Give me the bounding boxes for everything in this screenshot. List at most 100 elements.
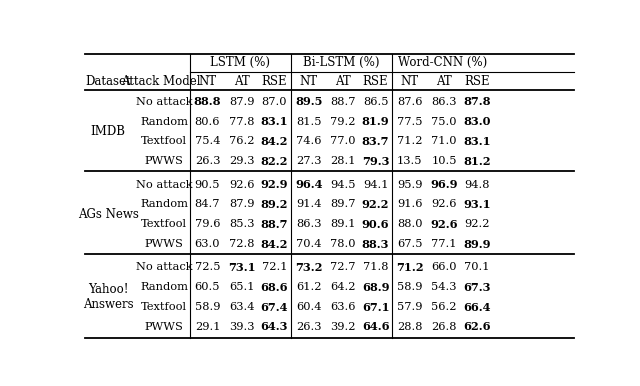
Text: PWWS: PWWS xyxy=(145,156,184,166)
Text: PWWS: PWWS xyxy=(145,239,184,249)
Text: 92.2: 92.2 xyxy=(362,199,389,210)
Text: 10.5: 10.5 xyxy=(431,156,457,166)
Text: 77.5: 77.5 xyxy=(397,117,422,127)
Text: 96.9: 96.9 xyxy=(430,179,458,190)
Text: 95.9: 95.9 xyxy=(397,179,422,190)
Text: 26.8: 26.8 xyxy=(431,322,457,332)
Text: 29.1: 29.1 xyxy=(195,322,220,332)
Text: 70.1: 70.1 xyxy=(464,262,490,273)
Text: 83.1: 83.1 xyxy=(260,116,288,127)
Text: 72.8: 72.8 xyxy=(229,239,255,249)
Text: 86.5: 86.5 xyxy=(363,97,388,107)
Text: 92.6: 92.6 xyxy=(229,179,255,190)
Text: 81.2: 81.2 xyxy=(463,156,491,167)
Text: 75.4: 75.4 xyxy=(195,137,220,147)
Text: Dataset: Dataset xyxy=(85,74,131,88)
Text: 67.1: 67.1 xyxy=(362,301,389,313)
Text: 65.1: 65.1 xyxy=(229,282,255,292)
Text: 62.6: 62.6 xyxy=(463,322,490,332)
Text: 88.7: 88.7 xyxy=(330,97,356,107)
Text: 71.2: 71.2 xyxy=(396,262,424,273)
Text: 64.6: 64.6 xyxy=(362,322,389,332)
Text: 85.3: 85.3 xyxy=(229,219,255,229)
Text: 92.9: 92.9 xyxy=(260,179,288,190)
Text: 87.9: 87.9 xyxy=(229,200,255,210)
Text: 94.1: 94.1 xyxy=(363,179,388,190)
Text: No attack: No attack xyxy=(136,97,193,107)
Text: 67.4: 67.4 xyxy=(260,301,288,313)
Text: 78.0: 78.0 xyxy=(330,239,356,249)
Text: 87.8: 87.8 xyxy=(463,96,490,107)
Text: 90.6: 90.6 xyxy=(362,219,389,230)
Text: 88.0: 88.0 xyxy=(397,219,422,229)
Text: 63.4: 63.4 xyxy=(229,302,255,312)
Text: 26.3: 26.3 xyxy=(195,156,220,166)
Text: NT: NT xyxy=(198,74,216,88)
Text: 92.6: 92.6 xyxy=(430,219,458,230)
Text: 77.0: 77.0 xyxy=(330,137,356,147)
Text: 28.8: 28.8 xyxy=(397,322,422,332)
Text: 72.7: 72.7 xyxy=(330,262,356,273)
Text: 94.5: 94.5 xyxy=(330,179,356,190)
Text: 71.2: 71.2 xyxy=(397,137,422,147)
Text: 79.2: 79.2 xyxy=(330,117,356,127)
Text: 82.2: 82.2 xyxy=(260,156,288,167)
Text: 29.3: 29.3 xyxy=(229,156,255,166)
Text: 61.2: 61.2 xyxy=(296,282,321,292)
Text: 60.5: 60.5 xyxy=(195,282,220,292)
Text: 86.3: 86.3 xyxy=(431,97,457,107)
Text: 71.8: 71.8 xyxy=(363,262,388,273)
Text: 83.7: 83.7 xyxy=(362,136,389,147)
Text: 64.2: 64.2 xyxy=(330,282,356,292)
Text: No attack: No attack xyxy=(136,262,193,273)
Text: 73.2: 73.2 xyxy=(295,262,323,273)
Text: AT: AT xyxy=(234,74,250,88)
Text: 63.6: 63.6 xyxy=(330,302,356,312)
Text: 84.7: 84.7 xyxy=(195,200,220,210)
Text: 93.1: 93.1 xyxy=(463,199,491,210)
Text: RSE: RSE xyxy=(363,74,388,88)
Text: 76.2: 76.2 xyxy=(229,137,255,147)
Text: 83.0: 83.0 xyxy=(463,116,490,127)
Text: Word-CNN (%): Word-CNN (%) xyxy=(398,56,487,69)
Text: Random: Random xyxy=(140,282,188,292)
Text: AT: AT xyxy=(436,74,452,88)
Text: 81.9: 81.9 xyxy=(362,116,389,127)
Text: 84.2: 84.2 xyxy=(260,239,288,250)
Text: 56.2: 56.2 xyxy=(431,302,457,312)
Text: 75.0: 75.0 xyxy=(431,117,457,127)
Text: 67.5: 67.5 xyxy=(397,239,422,249)
Text: 83.1: 83.1 xyxy=(463,136,491,147)
Text: 72.1: 72.1 xyxy=(262,262,287,273)
Text: 88.8: 88.8 xyxy=(194,96,221,107)
Text: 89.1: 89.1 xyxy=(330,219,356,229)
Text: 71.0: 71.0 xyxy=(431,137,457,147)
Text: 92.2: 92.2 xyxy=(464,219,490,229)
Text: 74.6: 74.6 xyxy=(296,137,321,147)
Text: Attack Model: Attack Model xyxy=(120,74,200,88)
Text: IMDB: IMDB xyxy=(90,125,125,138)
Text: 28.1: 28.1 xyxy=(330,156,356,166)
Text: 70.4: 70.4 xyxy=(296,239,321,249)
Text: 27.3: 27.3 xyxy=(296,156,321,166)
Text: 39.3: 39.3 xyxy=(229,322,255,332)
Text: Textfool: Textfool xyxy=(141,137,188,147)
Text: RSE: RSE xyxy=(464,74,490,88)
Text: 89.5: 89.5 xyxy=(295,96,323,107)
Text: 80.6: 80.6 xyxy=(195,117,220,127)
Text: 87.9: 87.9 xyxy=(229,97,255,107)
Text: 96.4: 96.4 xyxy=(295,179,323,190)
Text: Bi-LSTM (%): Bi-LSTM (%) xyxy=(303,56,380,69)
Text: Random: Random xyxy=(140,200,188,210)
Text: 73.1: 73.1 xyxy=(228,262,255,273)
Text: 94.8: 94.8 xyxy=(464,179,490,190)
Text: 88.3: 88.3 xyxy=(362,239,389,250)
Text: 91.6: 91.6 xyxy=(397,200,422,210)
Text: 79.3: 79.3 xyxy=(362,156,389,167)
Text: 66.4: 66.4 xyxy=(463,301,490,313)
Text: 91.4: 91.4 xyxy=(296,200,321,210)
Text: PWWS: PWWS xyxy=(145,322,184,332)
Text: 79.6: 79.6 xyxy=(195,219,220,229)
Text: 66.0: 66.0 xyxy=(431,262,457,273)
Text: NT: NT xyxy=(300,74,317,88)
